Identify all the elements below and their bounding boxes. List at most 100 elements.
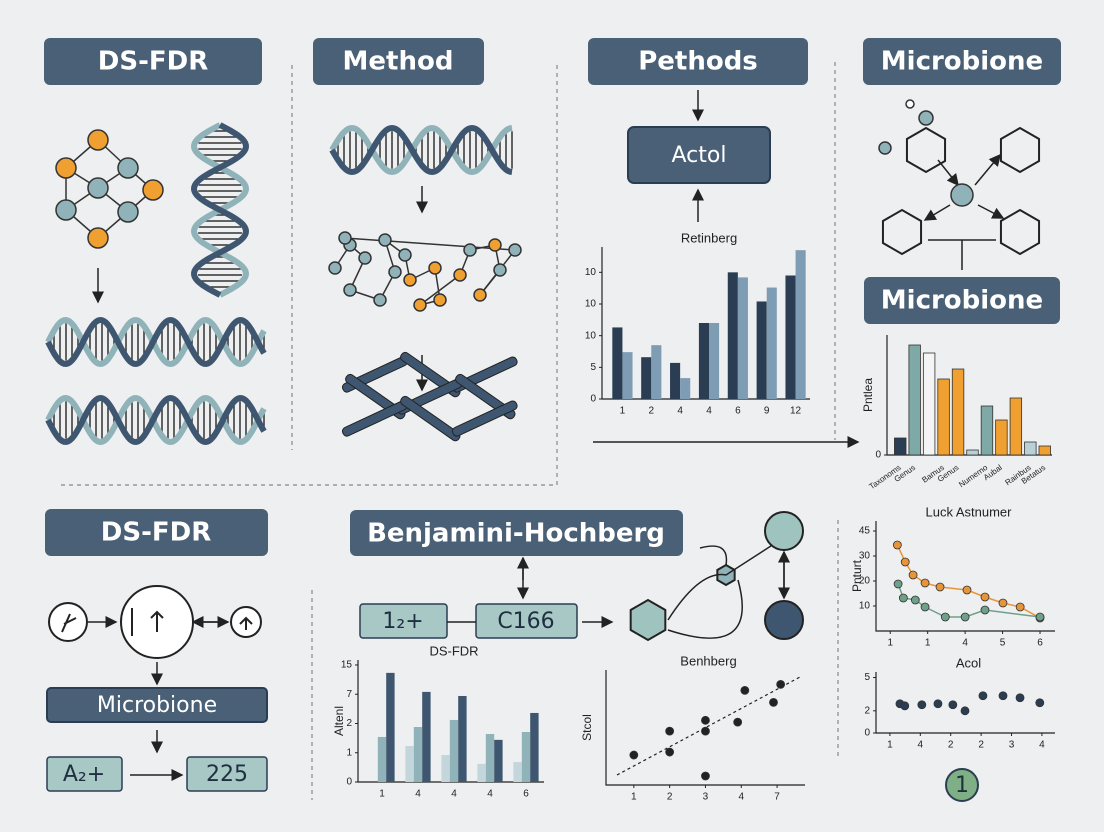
node: [473, 288, 487, 302]
header: DS-FDR: [98, 47, 208, 77]
box-label: A₂+: [63, 762, 105, 787]
node: [338, 231, 352, 245]
bar: [795, 250, 806, 399]
y-label: Altenl: [332, 706, 346, 736]
bar: [530, 712, 539, 782]
boxes: Actol Microbione A₂+ 225 1₂+ C166 1: [46, 126, 979, 802]
node: [55, 157, 77, 179]
x-tick-label: 3: [703, 792, 709, 803]
y-tick-label: 10: [585, 299, 597, 310]
node: [905, 99, 915, 109]
ring: [629, 598, 667, 642]
bar: [494, 739, 503, 782]
point: [900, 701, 910, 711]
link: [667, 543, 775, 639]
bar: [405, 746, 414, 782]
point: [740, 685, 750, 695]
y-tick-label: 30: [859, 551, 871, 562]
bar: [980, 405, 994, 456]
x-tick-label: 4: [918, 740, 924, 751]
ring: [999, 208, 1041, 256]
point: [701, 726, 710, 736]
header: Microbione: [881, 47, 1043, 77]
node: [428, 261, 442, 275]
chart-title: Acol: [956, 655, 981, 670]
bar: [1024, 441, 1037, 456]
y-tick-label: 10: [585, 330, 597, 341]
x-tick-label: 6: [523, 789, 529, 800]
point: [998, 598, 1008, 608]
box-label: C166: [497, 609, 554, 634]
box-label: 225: [206, 762, 248, 787]
x-tick-label: 1: [631, 792, 637, 803]
point: [980, 605, 990, 615]
chart-title: Retinberg: [681, 230, 737, 245]
ring: [905, 126, 947, 174]
x-tick-label: 1: [925, 638, 931, 649]
node: [463, 243, 477, 257]
bar: [756, 301, 767, 399]
y-tick-label: 0: [864, 728, 870, 739]
bar: [1009, 397, 1023, 456]
y-label: Pnturt: [850, 559, 864, 592]
node: [343, 283, 357, 297]
x-tick-label: 9: [764, 406, 770, 417]
point: [962, 585, 972, 595]
header: Microbione: [881, 286, 1043, 316]
point: [1035, 612, 1045, 622]
bar: [894, 437, 907, 456]
node: [918, 110, 934, 126]
x-tick-label: 4: [706, 406, 712, 417]
node: [453, 268, 467, 282]
bar: [1038, 445, 1051, 456]
x-tick-label: 1: [620, 406, 626, 417]
x-tick-label: 2: [948, 740, 954, 751]
node: [358, 251, 372, 265]
point: [733, 717, 743, 727]
x-tick-label: 3: [1009, 740, 1015, 751]
axis: [875, 521, 1055, 632]
point: [933, 699, 943, 709]
point: [1015, 693, 1025, 703]
x-tick-label: 4: [962, 638, 968, 649]
fiber: [451, 400, 518, 437]
point: [960, 612, 970, 622]
x-tick-label: 6: [1037, 638, 1043, 649]
x-tick-label: 12: [790, 406, 802, 417]
node: [878, 141, 892, 155]
bar: [680, 378, 691, 399]
bar: [612, 327, 623, 399]
bar: [422, 691, 431, 782]
point: [701, 715, 710, 725]
node: [373, 293, 387, 307]
x-tick-label: 2: [667, 792, 673, 803]
y-tick-label: 2: [346, 718, 352, 729]
y-tick-label: 7: [346, 689, 352, 700]
point: [776, 679, 786, 689]
edge: [344, 237, 516, 251]
y-tick-label: 10: [585, 267, 597, 278]
x-tick-label: 1: [887, 638, 893, 649]
point: [898, 593, 908, 603]
bar: [485, 734, 495, 782]
axis: [605, 670, 805, 786]
strand: [329, 124, 513, 176]
point: [910, 595, 920, 605]
chart-title: Benhberg: [680, 653, 736, 668]
y-tick-label: 20: [859, 576, 871, 587]
y-tick-label: 45: [859, 526, 871, 537]
point: [980, 592, 990, 602]
badge: 1: [955, 773, 969, 798]
bar: [937, 378, 950, 456]
node: [398, 248, 412, 262]
y-tick-label: 2: [864, 705, 870, 716]
y-label: Pntlea: [861, 378, 875, 412]
point: [920, 578, 930, 588]
y-label: Stcol: [580, 714, 594, 741]
node: [433, 293, 447, 307]
bar: [995, 419, 1008, 456]
strand: [190, 122, 250, 298]
node: [328, 261, 342, 275]
x-tick-label: 4: [451, 789, 457, 800]
arrows: [88, 90, 1005, 781]
